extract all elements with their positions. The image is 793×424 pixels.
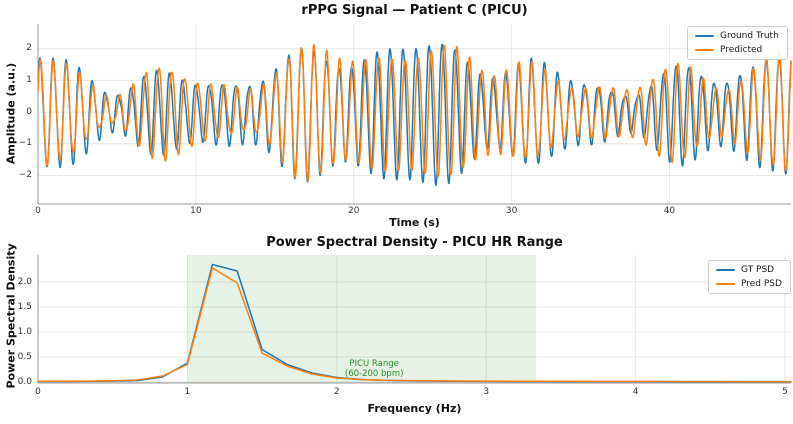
y-tick-label: −1 [18, 138, 32, 149]
legend-item-predicted: Predicted [695, 45, 779, 55]
x-tick-label: 2 [333, 387, 340, 397]
x-tick-label: 20 [347, 206, 360, 216]
x-tick-label: 5 [782, 387, 788, 397]
ground-truth-line [37, 43, 792, 187]
y-tick-label: −2 [18, 169, 32, 180]
x-tick-label: 30 [505, 206, 518, 216]
x-tick-label: 3 [483, 387, 490, 397]
picu-range-annotation-line2: (60-200 bpm) [344, 369, 404, 379]
ground-truth-line-swatch [695, 35, 714, 37]
psd-chart-title: Power Spectral Density - PICU HR Range [266, 235, 563, 250]
picu-range-annotation: PICU Range (60-200 bpm) [345, 359, 404, 379]
x-tick-label: 40 [663, 206, 676, 216]
predicted-line [37, 44, 792, 182]
legend-item-ground-truth: Ground Truth [695, 31, 779, 41]
x-tick-label: 0 [35, 206, 41, 216]
pred-psd-line [37, 267, 792, 383]
y-tick-label: 0.0 [17, 376, 32, 387]
y-tick-label: 0.5 [17, 351, 32, 362]
signal-chart-title: rPPG Signal — Patient C (PICU) [301, 3, 528, 18]
legend-item-pred-psd: Pred PSD [716, 279, 782, 289]
legend-item-gt-psd: GT PSD [716, 265, 782, 275]
psd-legend: GT PSD Pred PSD [708, 260, 791, 294]
signal-x-axis-label: Time (s) [389, 216, 440, 229]
legend-label-ground-truth: Ground Truth [720, 31, 779, 41]
picu-range-annotation-line1: PICU Range [349, 359, 399, 369]
y-tick-label: 1.0 [17, 326, 32, 337]
x-tick-label: 0 [35, 387, 41, 397]
signal-legend: Ground Truth Predicted [687, 26, 788, 60]
x-tick-label: 1 [184, 387, 191, 397]
predicted-line-swatch [695, 49, 714, 51]
gt-psd-line-swatch [716, 269, 735, 271]
y-tick-label: 0 [26, 106, 32, 117]
psd-x-axis-label: Frequency (Hz) [367, 402, 462, 415]
y-tick-label: 2.0 [17, 276, 32, 287]
psd-y-axis-label: Power Spectral Density [4, 243, 18, 389]
pred-psd-line-swatch [716, 283, 735, 285]
legend-label-pred-psd: Pred PSD [741, 279, 782, 289]
picu-range-band [187, 255, 536, 383]
x-tick-label: 4 [632, 387, 639, 397]
legend-label-predicted: Predicted [720, 45, 763, 55]
y-tick-label: 1.5 [17, 301, 32, 312]
legend-label-gt-psd: GT PSD [741, 265, 775, 275]
y-tick-label: 2 [26, 43, 32, 54]
y-tick-label: 1 [26, 74, 32, 85]
x-tick-label: 10 [190, 206, 202, 216]
